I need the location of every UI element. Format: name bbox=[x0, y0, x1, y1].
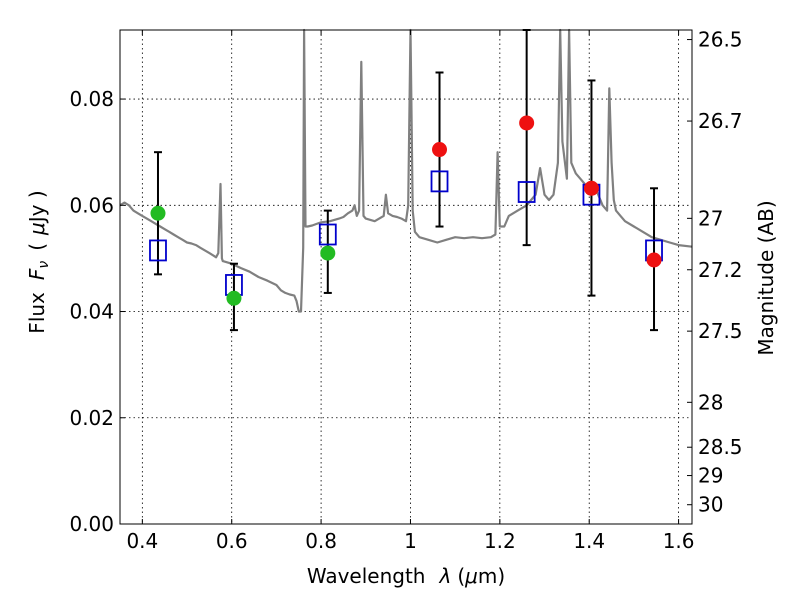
mag-tick-label: 30 bbox=[698, 493, 723, 517]
mag-tick-label: 28.5 bbox=[698, 435, 743, 459]
y-axis-unit-open: ( bbox=[25, 243, 49, 251]
x-tick-label: 1.4 bbox=[573, 529, 605, 553]
observed-points bbox=[150, 115, 662, 306]
model-sed bbox=[119, 28, 693, 313]
model-photometry-square bbox=[517, 181, 536, 203]
x-tick-label: 0.4 bbox=[126, 529, 158, 553]
mag-tick-label: 27.2 bbox=[698, 258, 743, 282]
x-tick-label: 0.8 bbox=[305, 529, 337, 553]
mag-tick-label: 26.7 bbox=[698, 109, 743, 133]
y-tick-label: 0.04 bbox=[69, 300, 114, 324]
data-point bbox=[646, 252, 662, 268]
mag-tick-label: 27 bbox=[698, 206, 723, 230]
y-axis-title: Flux Fν ( μJy ) bbox=[25, 190, 52, 333]
plot-frame bbox=[119, 29, 693, 525]
y-tick-label: 0.02 bbox=[69, 406, 114, 430]
x-tick-label: 0.6 bbox=[216, 529, 248, 553]
x-axis-title-text: Wavelength bbox=[307, 564, 426, 588]
y-tick-label: 0.00 bbox=[69, 512, 114, 536]
x-axis-title: Wavelength λ (μm) bbox=[307, 564, 505, 588]
data-point bbox=[519, 115, 535, 131]
x-tick-label: 1.6 bbox=[663, 529, 695, 553]
y-axis-symbol-sub: ν bbox=[36, 261, 52, 269]
x-tick-label: 1 bbox=[404, 529, 417, 553]
data-point bbox=[226, 290, 242, 306]
mag-tick-label: 28 bbox=[698, 390, 723, 414]
model-sed-line bbox=[119, 28, 693, 313]
data-point bbox=[320, 245, 336, 261]
x-axis-unit-rest: m) bbox=[478, 564, 505, 588]
x-axis-symbol: λ bbox=[438, 564, 451, 588]
y-axis-unit-mu: μ bbox=[25, 222, 49, 236]
y-axis-unit-rest: Jy ) bbox=[25, 190, 49, 224]
y2-axis-title: Magnitude (AB) bbox=[754, 200, 778, 355]
model-photometry-square bbox=[149, 239, 167, 262]
y-axis-title-text: Flux bbox=[25, 292, 49, 334]
y-tick-label: 0.08 bbox=[69, 87, 114, 111]
axis-ticks: 0.4 0.6 0.8 1 1.2 1.4 1.6 0.00 0.02 0.04 0.06 0.08 2… bbox=[69, 28, 742, 553]
data-point bbox=[583, 180, 599, 196]
data-point bbox=[432, 142, 448, 158]
x-axis-unit-mu: μ bbox=[464, 564, 478, 588]
x-axis-unit-open: ( bbox=[457, 564, 465, 588]
y-axis-symbol: F bbox=[25, 268, 49, 280]
mag-tick-label: 26.5 bbox=[698, 28, 743, 52]
mag-tick-label: 27.5 bbox=[698, 319, 743, 343]
mag-tick-label: 29 bbox=[698, 464, 723, 488]
y-tick-label: 0.06 bbox=[69, 193, 114, 217]
x-tick-label: 1.2 bbox=[484, 529, 516, 553]
model-photometry-square bbox=[430, 170, 449, 193]
y2-axis-title-text: Magnitude (AB) bbox=[754, 200, 778, 355]
model-photometry-square bbox=[318, 223, 337, 246]
data-point bbox=[150, 205, 166, 221]
